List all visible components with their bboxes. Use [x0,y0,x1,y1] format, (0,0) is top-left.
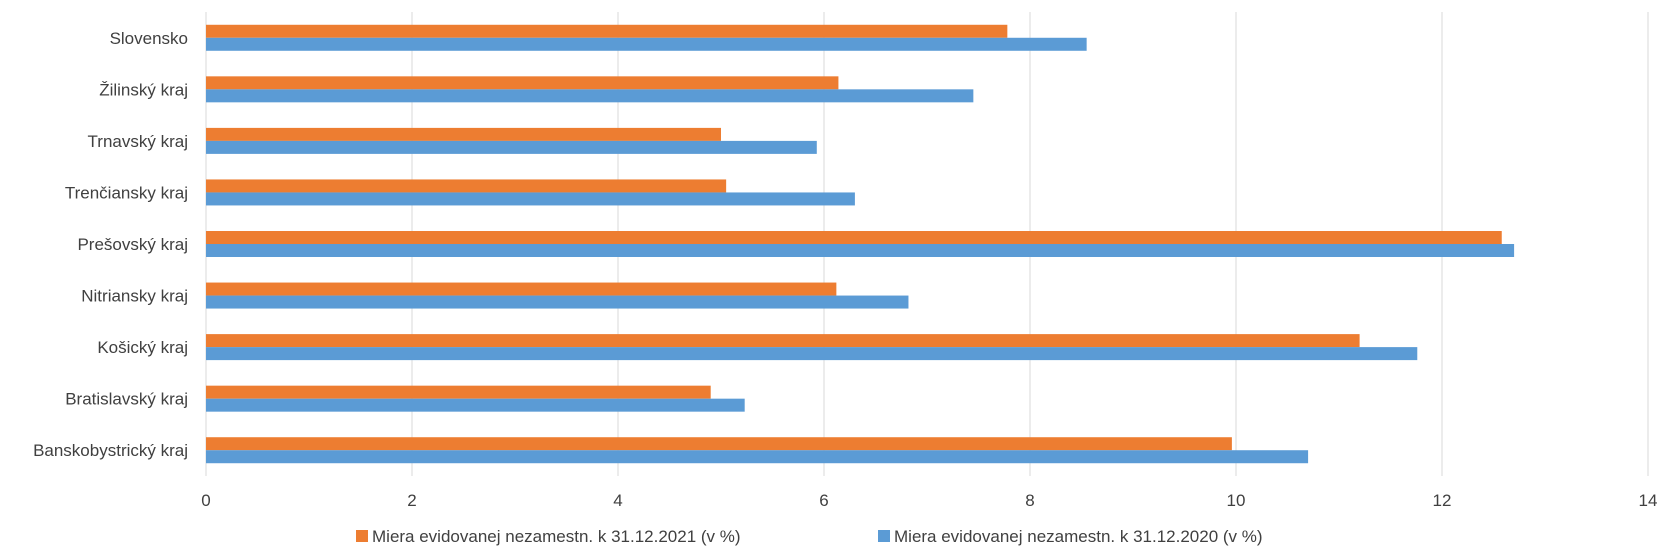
category-label: Trenčiansky kraj [65,183,188,202]
bar-2020 [206,244,1515,257]
bar-2021 [206,231,1502,244]
category-label: Banskobystrický kraj [33,441,188,460]
bars [206,24,1515,464]
bar-2021 [206,334,1360,348]
bar-2020 [206,295,909,309]
bar-2020 [206,89,974,103]
x-tick-label: 6 [819,491,828,510]
category-label: Košický kraj [97,338,188,357]
bar-2021 [206,437,1232,451]
category-label: Bratislavský kraj [65,390,188,409]
x-tick-label: 4 [613,491,622,510]
axes: 0 2 4 6 8 10 12 14 Slovensko Žilinský kraj Trnavsk… [33,29,1657,510]
bar-2020 [206,140,817,154]
x-tick-label: 2 [407,491,416,510]
bar-2021 [206,282,837,296]
x-tick-label: 14 [1639,491,1658,510]
bar-2021 [206,76,839,90]
x-tick-label: 8 [1025,491,1034,510]
category-label: Trnavský kraj [88,132,188,151]
bar-2021 [206,24,1008,38]
x-tick-label: 12 [1433,491,1452,510]
legend: Miera evidovanej nezamestn. k 31.12.2021… [356,527,1263,546]
legend-swatch [878,530,890,542]
category-label: Nitriansky kraj [81,287,188,306]
bar-2021 [206,127,721,141]
category-label: Žilinský kraj [99,80,188,99]
category-label: Prešovský kraj [77,235,188,254]
legend-swatch [356,530,368,542]
x-tick-label: 10 [1227,491,1246,510]
bar-2020 [206,347,1418,361]
x-tick-label: 0 [201,491,210,510]
category-label: Slovensko [110,29,188,48]
legend-entry: Miera evidovanej nezamestn. k 31.12.2021… [372,527,741,546]
bar-2020 [206,398,745,412]
bar-2020 [206,192,855,206]
bar-2020 [206,450,1309,464]
legend-entry: Miera evidovanej nezamestn. k 31.12.2020… [894,527,1263,546]
bar-2021 [206,385,711,399]
bar-2021 [206,179,727,193]
bar-2020 [206,37,1087,51]
